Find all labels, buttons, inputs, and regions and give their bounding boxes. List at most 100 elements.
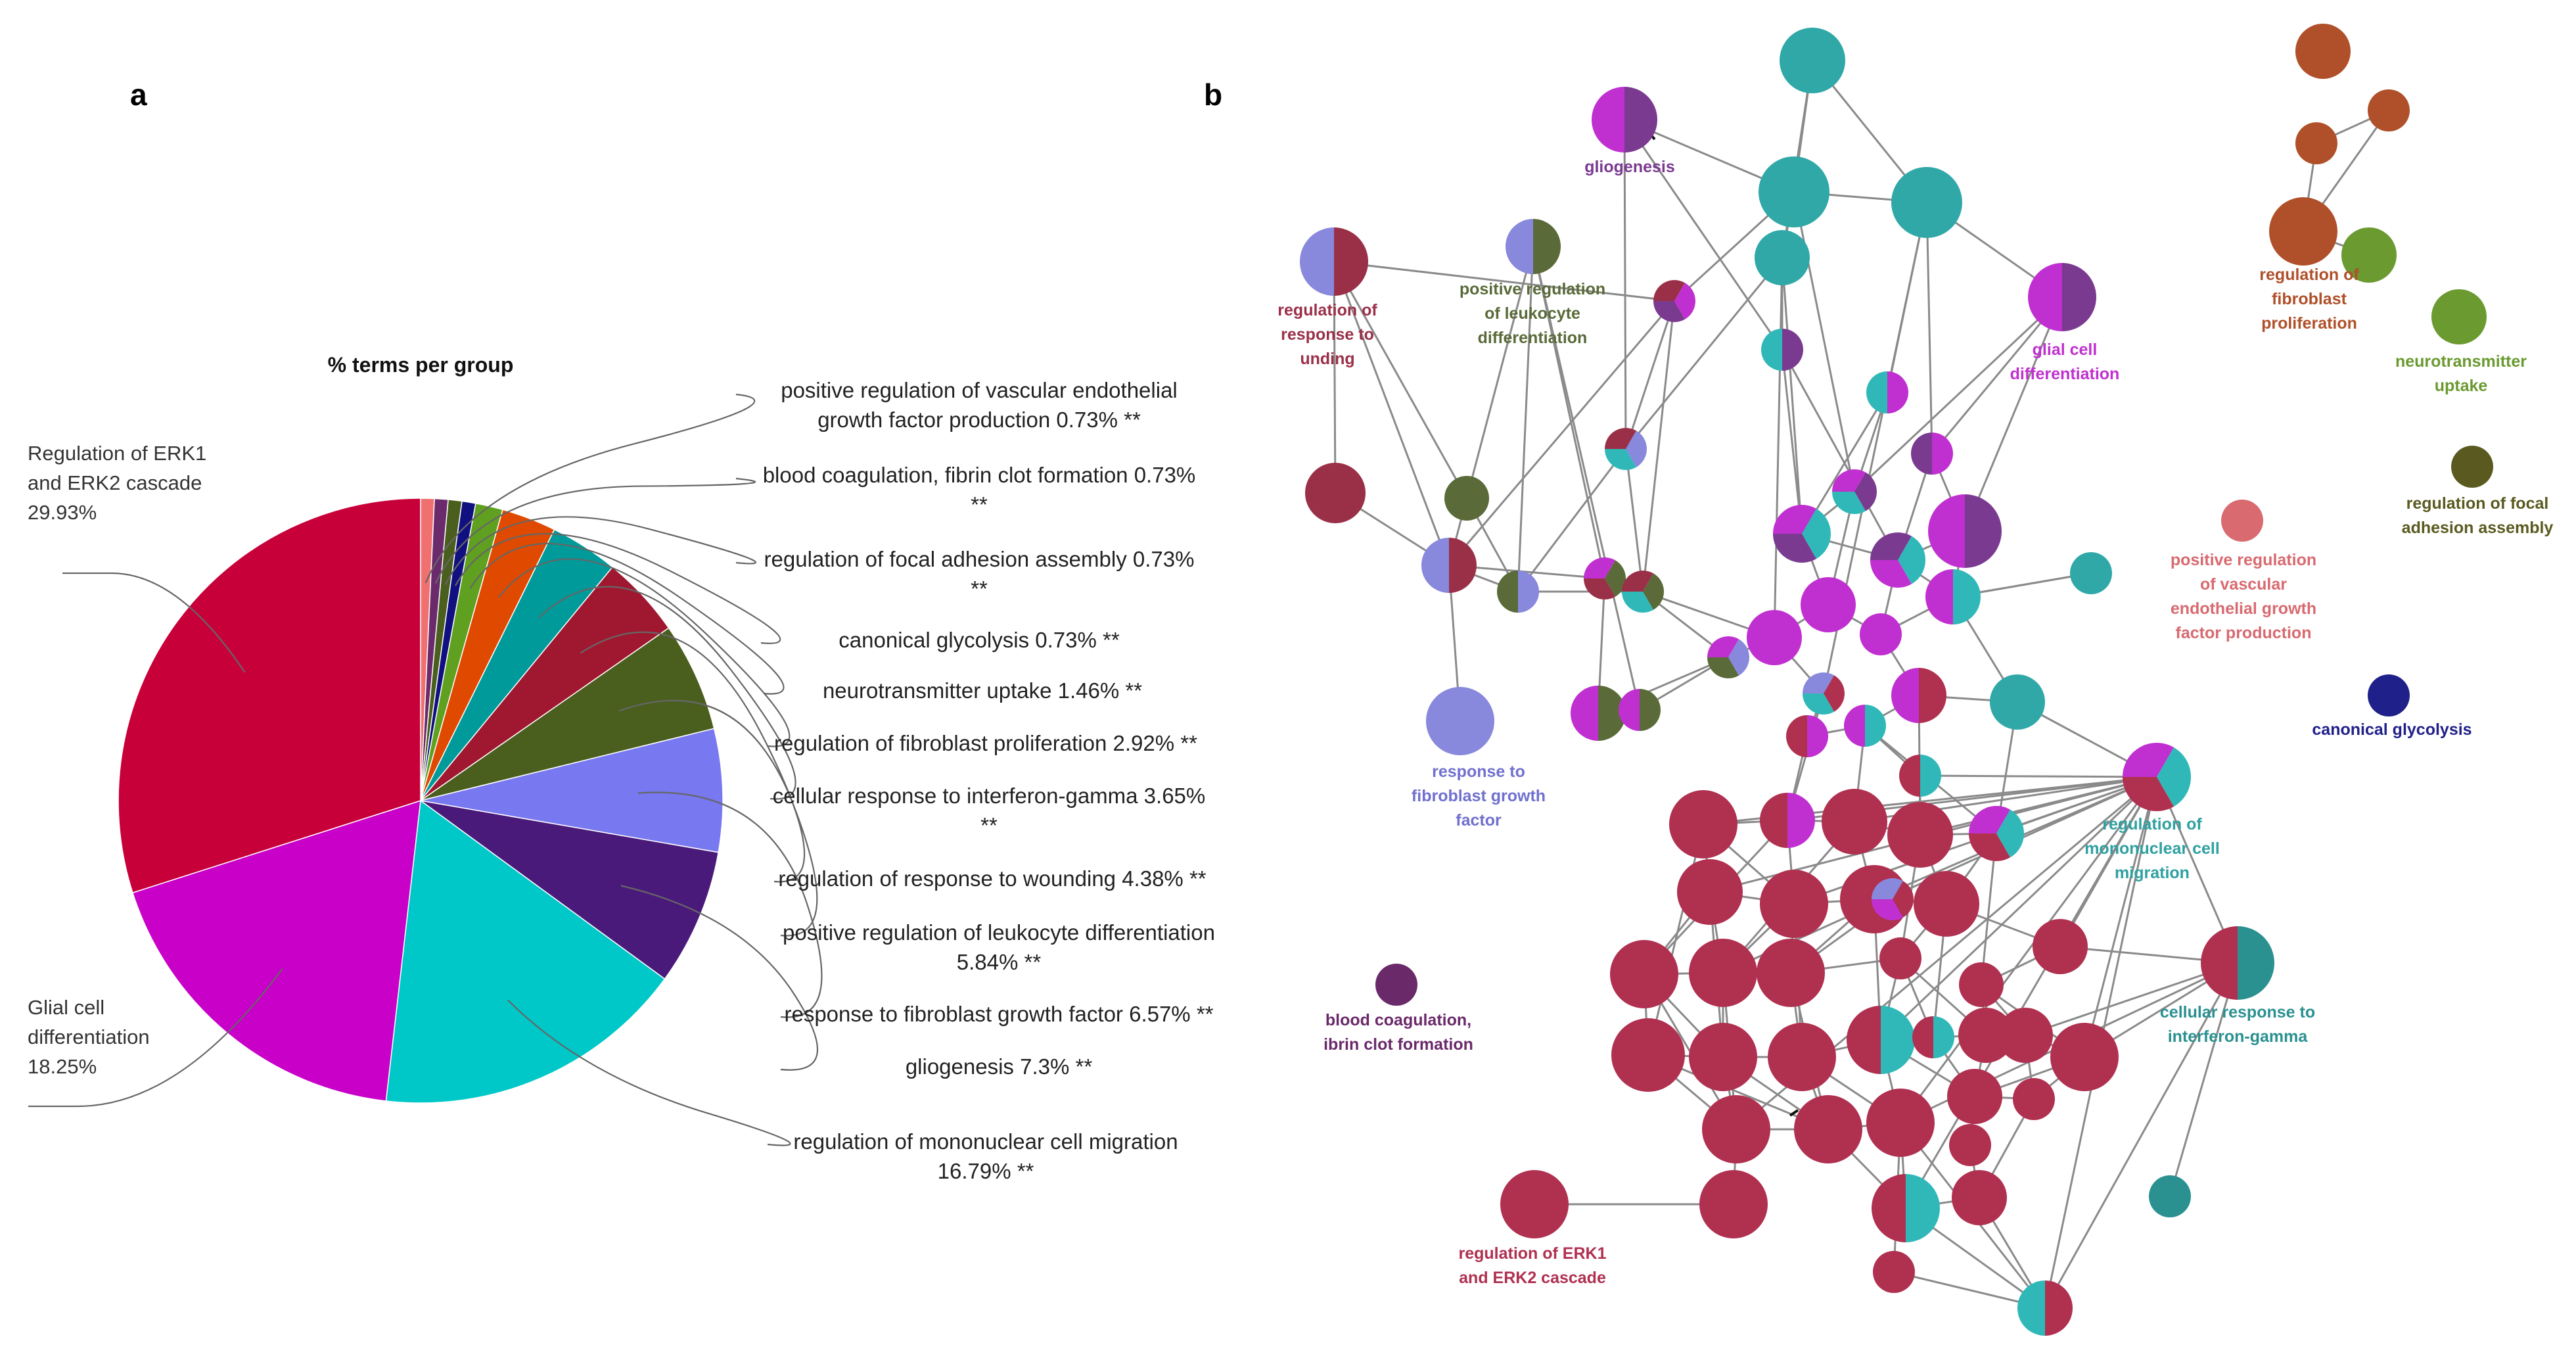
network-node-circle xyxy=(1949,1124,1991,1166)
network-node-sector xyxy=(1640,689,1661,731)
network-node xyxy=(2050,1023,2119,1091)
network-node-sector xyxy=(2045,1280,2073,1336)
pie-label-neurotransmitter-uptake-line-0: neurotransmitter uptake 1.46% ** xyxy=(823,678,1142,703)
network-node-sector xyxy=(2123,743,2174,777)
pie-leader-regulation-of-fibroblast-proliferation xyxy=(497,558,791,747)
pie-label-positive-regulation-of-leukocyte-differentiation-line-1: 5.84% ** xyxy=(957,950,1042,974)
network-label-response-to-fibroblast-growth-factor-line-1: fibroblast growth xyxy=(1412,787,1546,805)
network-node xyxy=(1873,1251,1915,1293)
network-node xyxy=(1689,1023,1757,1091)
pie-leader-glial-cell-differentiation xyxy=(28,968,283,1108)
network-node-circle xyxy=(1768,1023,1836,1091)
pie-leader-positive-regulation-of-vascular-endothelial-growth-factor-production xyxy=(425,393,756,584)
network-node xyxy=(1755,230,1810,285)
network-node xyxy=(1832,469,1877,515)
network-node-sector xyxy=(1870,532,1912,560)
network-node-sector xyxy=(1893,881,1914,918)
network-node xyxy=(1969,806,2024,861)
network-node-circle xyxy=(1879,937,1921,979)
network-label-blood-coagulation-ibrin-clot-formation-line-0: blood coagulation, xyxy=(1325,1011,1471,1029)
network-edge xyxy=(1623,119,1783,350)
pie-label-blood-coagulation-fibrin-clot-formation-line-1: ** xyxy=(971,492,988,517)
network-edge xyxy=(1781,349,1899,561)
pie-label-regulation-of-fibroblast-proliferation-line-0: regulation of fibroblast proliferation 2… xyxy=(774,731,1197,755)
network-node-circle xyxy=(1444,476,1489,521)
network-node xyxy=(1794,1095,1862,1163)
network-edge xyxy=(1925,202,1933,454)
network-node-sector xyxy=(1925,569,1953,624)
network-node-circle xyxy=(1998,1008,2053,1063)
network-node-sector xyxy=(1919,668,1946,723)
network-label-neurotransmitter-uptake-line-1: uptake xyxy=(2435,377,2488,395)
network-node-circle xyxy=(1426,687,1494,755)
network-edge xyxy=(1624,448,1644,592)
network-label-regulation-of-response-to-unding-line-1: response to xyxy=(1281,325,1374,344)
network-node xyxy=(2341,227,2397,283)
pie-slice-gliogenesis xyxy=(420,800,720,980)
network-node xyxy=(2269,197,2337,266)
pie-label-gliogenesis-line-0: gliogenesis 7.3% ** xyxy=(906,1054,1093,1079)
network-node xyxy=(1500,1170,1569,1238)
network-node xyxy=(1911,433,1953,475)
network-edge xyxy=(1781,257,1803,534)
network-label-positive-regulation-of-vascular-endothelial-growth-factor-production-line-1: of vascular xyxy=(2200,575,2287,594)
network-node-sector xyxy=(1674,283,1695,319)
network-label-blood-coagulation-ibrin-clot-formation-line-1: ibrin clot formation xyxy=(1323,1035,1473,1054)
network-node-sector xyxy=(1832,469,1866,492)
network-edges xyxy=(1333,60,2390,1309)
network-node xyxy=(1605,428,1647,471)
network-node-circle xyxy=(1755,230,1810,285)
network-node-sector xyxy=(1605,449,1636,471)
pie-title: % terms per group xyxy=(328,353,514,377)
network-node xyxy=(1760,870,1828,938)
network-label-positive-regulation-of-leukocyte-differentiation-line-2: differentiation xyxy=(1478,329,1588,347)
network-node-sector xyxy=(1887,371,1908,413)
network-node-sector xyxy=(1824,675,1845,712)
pie-leader-blood-coagulation-fibrin-clot-formation xyxy=(434,477,756,584)
network-node xyxy=(1844,705,1886,747)
network-node xyxy=(2295,122,2337,164)
pie-label-positive-regulation-of-leukocyte-differentiation-line-0: positive regulation of leukocyte differe… xyxy=(783,920,1215,945)
network-node-sector xyxy=(2238,926,2274,1000)
network-node-sector xyxy=(1421,538,1449,593)
network-node xyxy=(2123,743,2191,812)
network-node xyxy=(2221,500,2263,542)
network-nodes xyxy=(1300,24,2493,1336)
network-node-circle xyxy=(1780,28,1845,93)
network-node-circle xyxy=(1952,1170,2007,1225)
network-node-circle xyxy=(1757,939,1825,1007)
network-label-regulation-of-erk1-and-erk2-cascade-line-1: and ERK2 cascade xyxy=(1459,1269,1606,1287)
network-node xyxy=(2033,919,2088,974)
network-label-gliogenesis-line-0: gliogenesis xyxy=(1584,158,1675,176)
network-edge xyxy=(1517,448,1627,592)
network-node xyxy=(1497,571,1539,613)
pie-slice-glial-cell-differentiation xyxy=(131,799,421,1102)
network-label-regulation-of-erk1-and-erk2-cascade-line-0: regulation of ERK1 xyxy=(1458,1244,1606,1263)
network-label-positive-regulation-of-vascular-endothelial-growth-factor-production-line-3: factor production xyxy=(2176,624,2312,642)
network-node xyxy=(1702,1095,1770,1163)
network-edge xyxy=(2169,962,2239,1197)
pie-leader-gliogenesis xyxy=(620,885,818,1071)
network-node-circle xyxy=(2295,24,2351,79)
network-node xyxy=(2017,1280,2073,1336)
network-node xyxy=(1773,505,1831,563)
network-node-sector xyxy=(1622,570,1653,592)
network-edge xyxy=(1879,776,2158,1041)
network-node-circle xyxy=(2221,500,2263,542)
network-node-circle xyxy=(1914,871,1979,937)
network-node xyxy=(1689,939,1757,1007)
network-node xyxy=(1947,1069,2002,1124)
network-node-sector xyxy=(1584,557,1615,578)
network-node xyxy=(1707,636,1749,678)
network-node-sector xyxy=(1832,492,1866,515)
pie-label-positive-regulation-of-vascular-endothelial-growth-factor-production-line-0: positive regulation of vascular endothel… xyxy=(781,378,1178,402)
network-node-sector xyxy=(1866,371,1887,413)
network-node xyxy=(1571,686,1626,741)
network-node xyxy=(1786,715,1828,757)
network-node-sector xyxy=(1622,592,1653,613)
network-node xyxy=(1998,1008,2053,1063)
pie-label-regulation-of-response-to-wounding-line-0: regulation of response to wounding 4.38%… xyxy=(778,866,1206,891)
pie-labels: positive regulation of vascular endothel… xyxy=(28,378,1215,1183)
network-label-cellular-response-to-interferon-gamma-line-1: interferon-gamma xyxy=(2168,1027,2309,1046)
